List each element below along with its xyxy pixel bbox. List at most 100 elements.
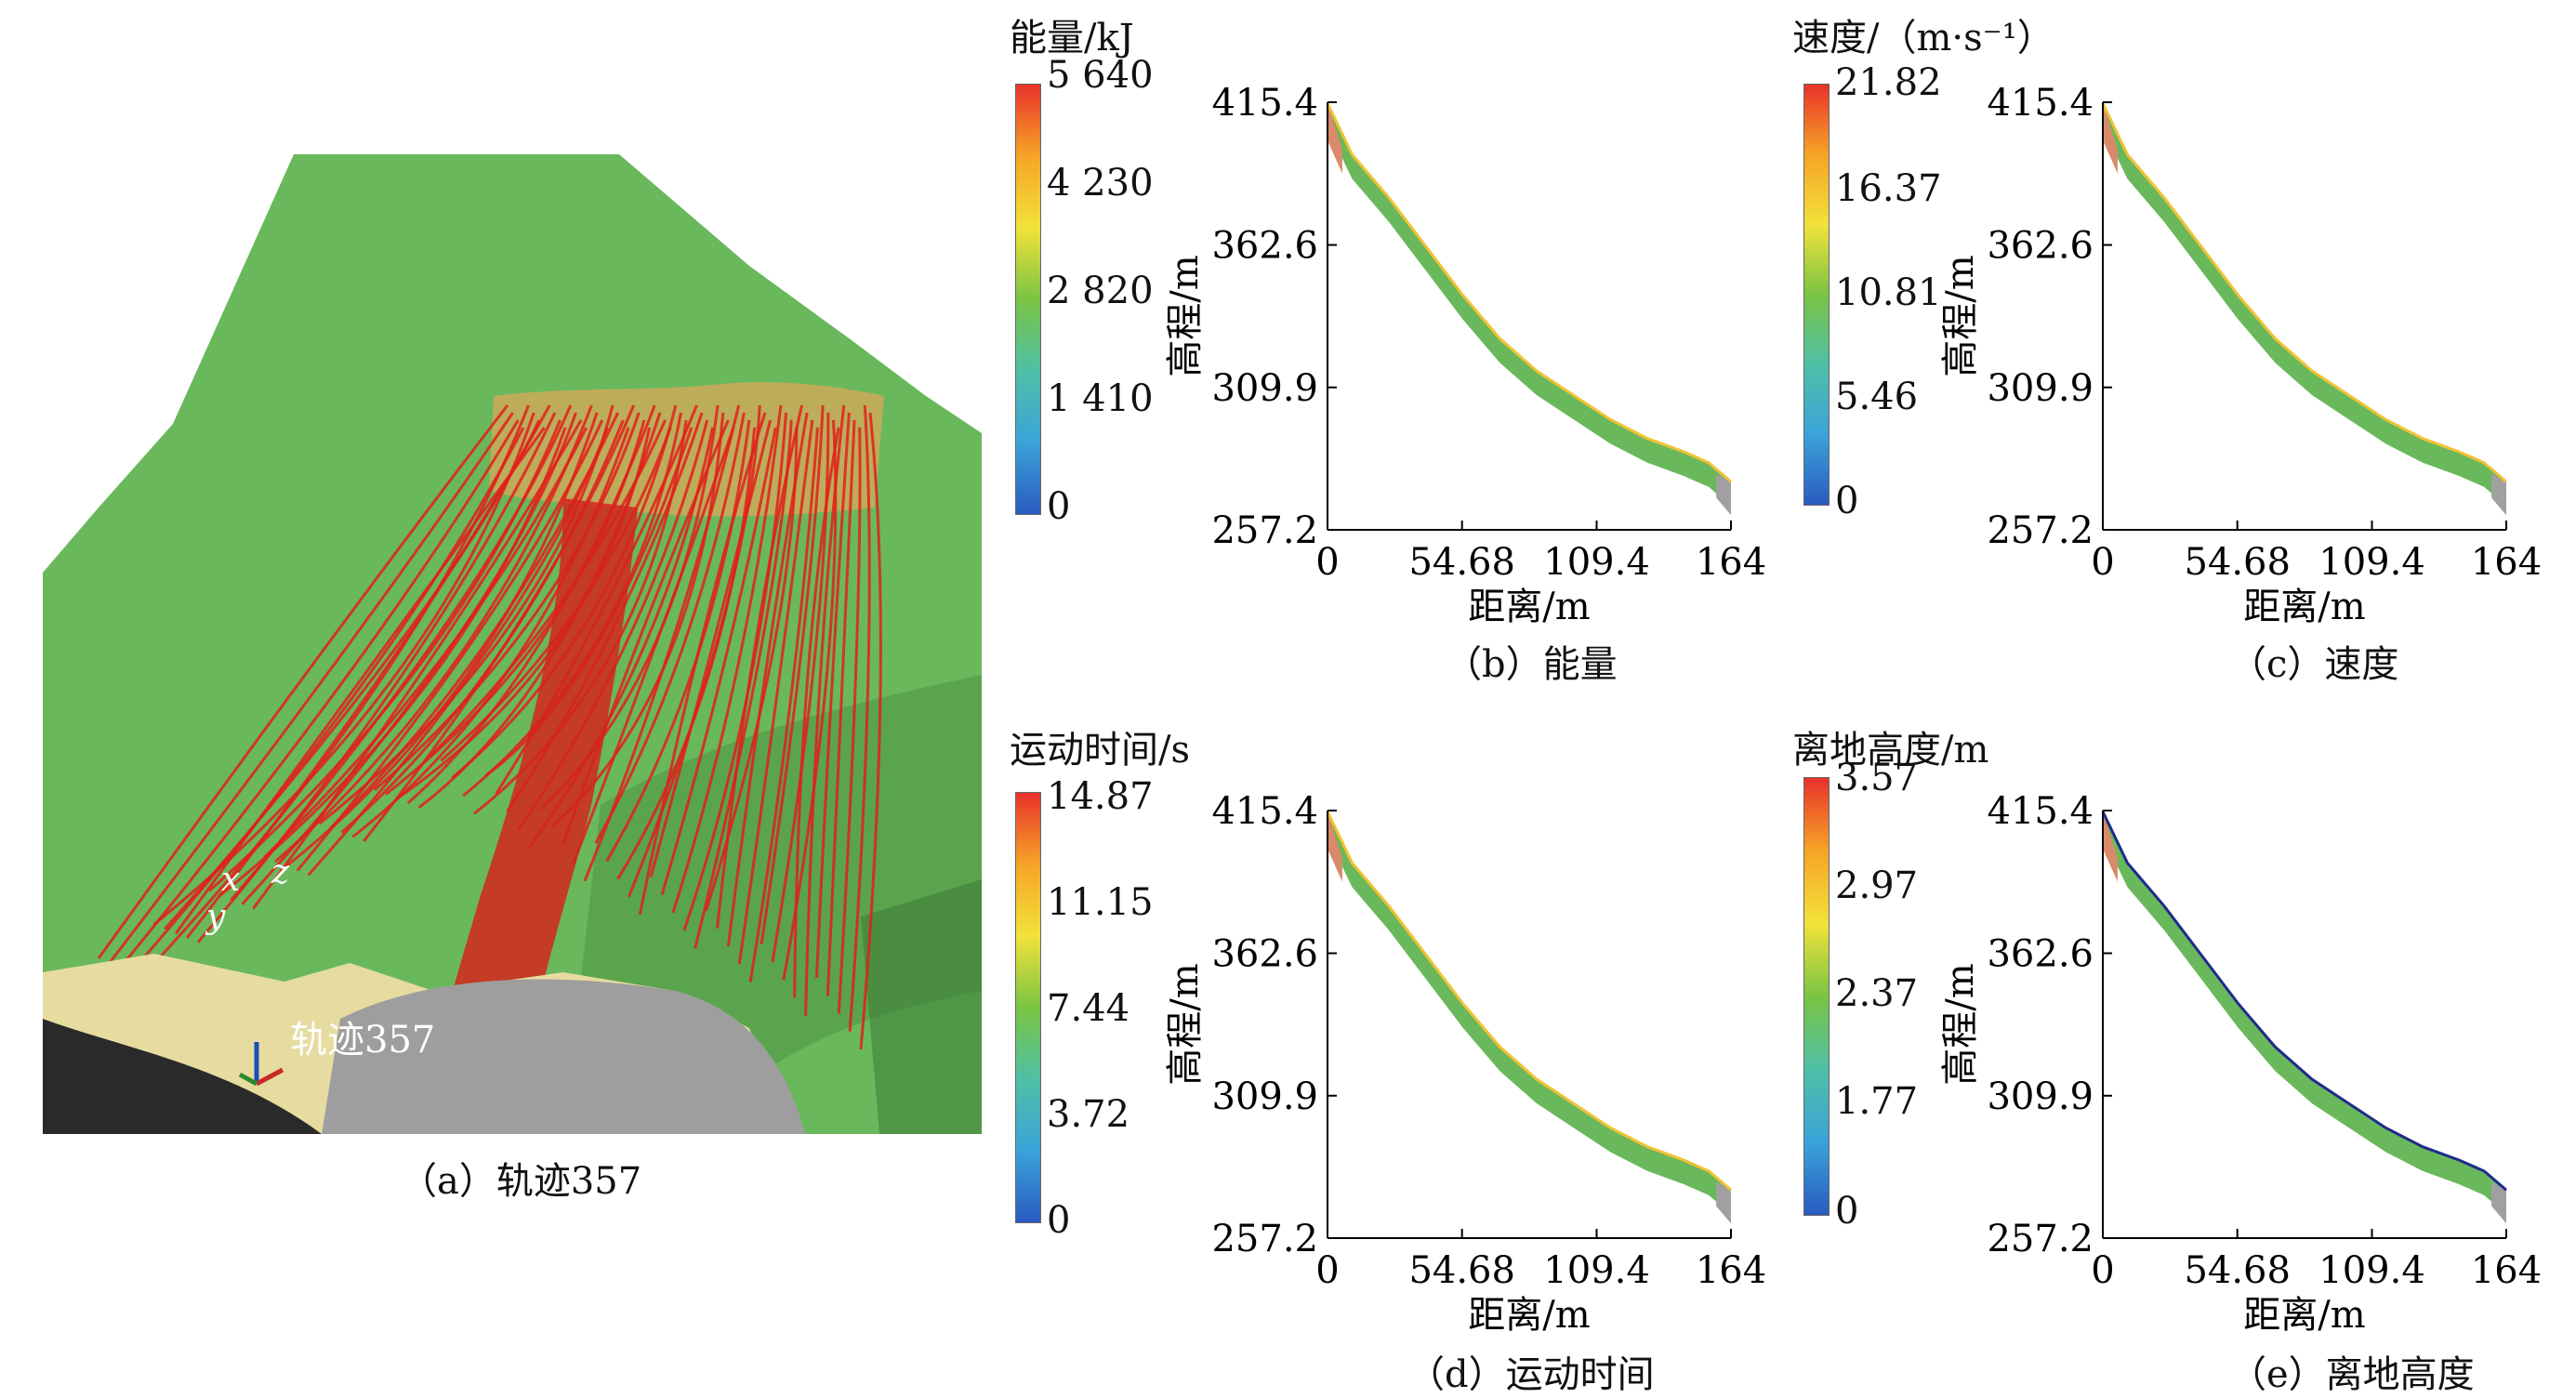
trajectory-line — [848, 404, 871, 1032]
trajectory-line — [108, 412, 514, 964]
trajectory-line — [760, 404, 825, 945]
trajectory-line — [748, 427, 819, 983]
y-tick-label: 257.2 — [1987, 1218, 2094, 1260]
trajectory-line — [274, 404, 593, 864]
x-tick-label: 109.4 — [2318, 1249, 2425, 1292]
cb-b-tick-0: 5 640 — [1047, 54, 1154, 97]
cb-b-tick-4: 0 — [1047, 485, 1071, 528]
x-tick-label: 54.68 — [2184, 541, 2291, 584]
profile-edge — [2101, 811, 2507, 1192]
colorbar-title-b: 能量/kJ — [1010, 17, 1134, 59]
caption-b: （b）能量 — [1445, 643, 1618, 686]
trajectory-line — [649, 419, 773, 877]
trajectory-line — [119, 419, 520, 969]
cb-e-tick-1: 2.97 — [1835, 864, 1919, 907]
x-tick-label: 164 — [1696, 1249, 1766, 1292]
cb-c-tick-4: 0 — [1835, 480, 1859, 522]
x-tick-label: 164 — [2471, 541, 2542, 584]
y-tick-label: 415.4 — [1211, 82, 1318, 125]
y-tick-label: 309.9 — [1211, 1075, 1318, 1118]
colorbar-title-c: 速度/（m·s⁻¹） — [1792, 17, 2054, 59]
triad-y-axis — [255, 1067, 284, 1087]
x-tick-label: 0 — [1315, 1249, 1339, 1292]
x-tick-label: 0 — [2091, 1249, 2114, 1292]
y-tick-label: 309.9 — [1987, 1075, 2094, 1118]
y-axis-title: 高程/m — [1939, 255, 1982, 376]
source-wedge — [1328, 811, 1342, 882]
x-tick-label: 0 — [2091, 541, 2114, 584]
x-tick-label: 54.68 — [1408, 1249, 1515, 1292]
caption-e: （e）离地高度 — [2229, 1353, 2475, 1396]
profile-band — [1328, 103, 1731, 507]
scene-trajectory-label: 轨迹357 — [290, 1019, 436, 1062]
cb-d-tick-4: 0 — [1047, 1199, 1071, 1242]
colorbar-title-e: 离地高度/m — [1792, 729, 1989, 772]
cb-b-tick-2: 2 820 — [1047, 270, 1154, 312]
cb-c-tick-1: 16.37 — [1835, 167, 1942, 210]
colorbar-e — [1803, 777, 1830, 1216]
profile-band — [2103, 103, 2506, 507]
colorbar-d — [1015, 792, 1041, 1223]
x-tick-label: 164 — [2471, 1249, 2542, 1292]
trajectory-line — [826, 419, 856, 996]
trajectory-line — [318, 404, 614, 825]
trajectory-line — [671, 404, 783, 914]
sky-right — [619, 154, 982, 433]
source-wedge — [2103, 811, 2118, 882]
cb-c-tick-2: 10.81 — [1835, 271, 1942, 314]
y-tick-label: 415.4 — [1987, 790, 2094, 833]
rock-deposit — [322, 979, 805, 1134]
trajectory-line — [594, 412, 746, 844]
trajectory-line — [329, 412, 620, 829]
cb-e-tick-0: 3.57 — [1835, 757, 1919, 799]
y-axis-title: 高程/m — [1164, 963, 1207, 1085]
x-tick-label: 109.4 — [1543, 1249, 1650, 1292]
trajectory-line — [859, 412, 882, 1050]
trajectory-line — [263, 427, 588, 859]
cb-d-tick-2: 7.44 — [1047, 987, 1130, 1030]
y-axis-title: 高程/m — [1939, 963, 1982, 1085]
y-tick-label: 415.4 — [1211, 790, 1318, 833]
y-tick-label: 309.9 — [1211, 367, 1318, 410]
profile-band — [1328, 811, 1731, 1215]
trajectory-line — [638, 412, 767, 916]
y-tick-label: 362.6 — [1211, 933, 1318, 976]
profile-chart-d: 415.4 362.6 309.9 257.20 54.68 109.4 164 距离/m 高程… — [1164, 790, 1766, 1337]
colorbar-b — [1015, 84, 1041, 515]
deposit-wedge — [2491, 473, 2506, 516]
axes-triad — [238, 1042, 284, 1087]
caption-d: （d）运动时间 — [1407, 1353, 1655, 1396]
colorbar-c — [1803, 84, 1830, 506]
caption-c: （c）速度 — [2229, 643, 2399, 686]
x-tick-label: 54.68 — [1408, 541, 1515, 584]
trajectory-line — [837, 427, 862, 1014]
y-tick-label: 362.6 — [1987, 933, 2094, 976]
trajectory-line — [374, 412, 641, 791]
trajectory-line — [804, 404, 846, 1016]
trajectory-line — [97, 404, 509, 959]
main-channel — [433, 498, 638, 1075]
x-tick-label: 109.4 — [1543, 541, 1650, 584]
profile-edge — [2101, 102, 2507, 483]
cb-b-tick-3: 1 410 — [1047, 377, 1154, 420]
y-tick-label: 309.9 — [1987, 367, 2094, 410]
triad-x-axis — [238, 1072, 258, 1087]
x-axis-title: 距离/m — [2243, 586, 2365, 628]
sky-left — [43, 154, 294, 573]
trajectory-line — [252, 419, 583, 910]
trajectory-line — [793, 427, 840, 998]
profile-chart-e: 415.4 362.6 309.9 257.20 54.68 109.4 164 距离/m 高程… — [1939, 790, 2542, 1337]
x-axis-title: 距离/m — [2243, 1294, 2365, 1337]
cb-e-tick-4: 0 — [1835, 1190, 1859, 1233]
trajectory-line — [130, 427, 525, 973]
trajectory-line — [814, 412, 851, 979]
caption-a: （a）轨迹357 — [400, 1160, 642, 1203]
x-tick-label: 54.68 — [2184, 1249, 2291, 1292]
trajectory-line — [716, 404, 803, 929]
y-tick-label: 415.4 — [1987, 82, 2094, 125]
y-tick-label: 257.2 — [1211, 1218, 1318, 1260]
cb-d-tick-0: 14.87 — [1047, 775, 1154, 818]
source-wedge — [2103, 103, 2118, 174]
deposit-wedge — [2491, 1181, 2506, 1224]
y-tick-label: 257.2 — [1211, 509, 1318, 552]
